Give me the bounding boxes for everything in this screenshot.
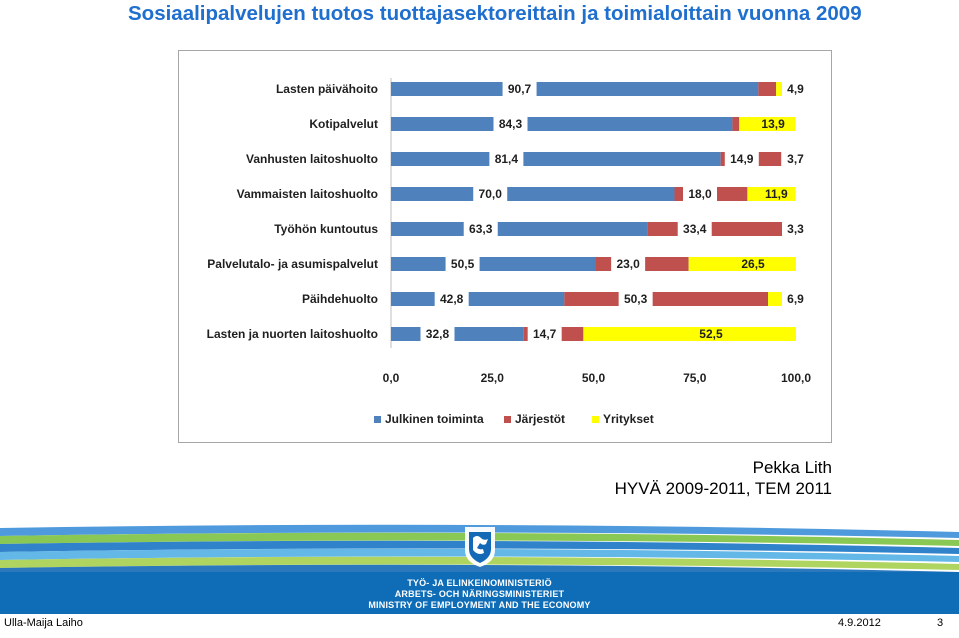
category-label-3: Vammaisten laitoshuolto [237,187,378,201]
bar-0-5 [391,257,596,271]
bar-1-6 [564,292,769,306]
value-label-0-0: 90,7 [508,82,532,96]
value-label-1-3: 18,0 [688,187,712,201]
legend-swatch-1 [504,416,511,423]
value-label-bg-1-2 [724,151,759,167]
value-label-0-3: 70,0 [479,187,503,201]
bar-2-7 [583,327,797,341]
bar-2-3 [747,187,796,201]
bar-1-4 [647,222,783,236]
bar-0-6 [391,292,565,306]
value-label-bg-2-4 [782,221,809,237]
ministry-name-en: MINISTRY OF EMPLOYMENT AND THE ECONOMY [368,600,591,610]
footer-blue-band [0,572,959,614]
value-label-bg-2-2 [782,151,809,167]
value-label-bg-0-4 [463,221,498,237]
value-label-2-0: 4,9 [787,82,804,96]
category-label-6: Päihdehuolto [302,292,378,306]
value-label-2-4: 3,3 [787,222,804,236]
value-label-bg-0-2 [489,151,524,167]
category-label-0: Lasten päivähoito [276,82,378,96]
value-label-2-2: 3,7 [787,152,804,166]
x-tick-label-1: 25,0 [481,371,505,385]
bar-0-0 [391,82,759,96]
legend-label-0: Julkinen toiminta [385,412,484,426]
x-tick-label-0: 0,0 [383,371,400,385]
footer-page-number: 3 [937,617,944,629]
category-label-7: Lasten ja nuorten laitoshuolto [207,327,378,341]
slide-title: Sosiaalipalvelujen tuotos tuottajasektor… [128,2,862,25]
value-label-2-7: 52,5 [699,327,723,341]
ministry-name-sv: ARBETS- OCH NÄRINGSMINISTERIET [394,589,565,599]
value-label-1-4: 33,4 [683,222,707,236]
credit-author: Pekka Lith [752,458,832,477]
bar-0-7 [391,327,524,341]
bar-0-1 [391,117,733,131]
bar-2-5 [688,257,796,271]
value-label-bg-2-6 [782,291,809,307]
legend-swatch-0 [374,416,381,423]
bar-0-3 [391,187,675,201]
value-label-1-6: 50,3 [624,292,648,306]
value-label-bg-0-6 [434,291,469,307]
category-label-1: Kotipalvelut [309,117,378,131]
value-label-1-5: 23,0 [616,257,640,271]
value-label-bg-2-0 [782,81,809,97]
value-label-bg-1-4 [677,221,712,237]
bar-0-4 [391,222,648,236]
category-label-5: Palvelutalo- ja asumispalvelut [207,257,378,271]
value-label-2-6: 6,9 [787,292,804,306]
stacked-bar-chart: Lasten päivähoito90,74,44,9Kotipalvelut8… [207,78,811,426]
x-tick-label-4: 100,0 [781,371,811,385]
value-label-0-7: 32,8 [426,327,450,341]
ministry-name-block: TYÖ- JA ELINKEINOMINISTERIÖ ARBETS- OCH … [0,578,959,611]
value-label-bg-1-3 [683,186,718,202]
bar-1-0 [758,82,777,96]
credit-source: HYVÄ 2009-2011, TEM 2011 [614,479,832,498]
value-label-bg-1-5 [611,256,646,272]
credit-block: Pekka Lith HYVÄ 2009-2011, TEM 2011 [615,457,832,499]
value-label-2-5: 26,5 [741,257,765,271]
value-label-2-3: 11,9 [765,187,788,201]
value-label-0-4: 63,3 [469,222,493,236]
value-label-0-2: 81,4 [495,152,519,166]
legend-label-1: Järjestöt [515,412,565,426]
footer-date: 4.9.2012 [838,617,881,629]
finnish-lion-emblem [465,527,495,567]
value-label-2-1: 13,9 [761,117,785,131]
bar-1-1 [732,117,740,131]
legend-swatch-2 [592,416,599,423]
value-label-1-2: 14,9 [730,152,754,166]
value-label-bg-0-3 [473,186,508,202]
x-tick-label-2: 50,0 [582,371,606,385]
value-label-bg-0-7 [420,326,455,342]
value-label-0-1: 84,3 [499,117,523,131]
footer-author: Ulla-Maija Laiho [4,617,83,629]
bar-0-2 [391,152,721,166]
legend-label-2: Yritykset [603,412,654,426]
category-label-2: Vanhusten laitoshuolto [246,152,378,166]
value-label-bg-0-5 [445,256,480,272]
value-label-1-7: 14,7 [533,327,557,341]
bar-2-1 [739,117,796,131]
value-label-bg-0-0 [502,81,537,97]
value-label-0-6: 42,8 [440,292,464,306]
category-label-4: Työhön kuntoutus [274,222,378,236]
footer-stripe-5 [0,564,959,578]
value-label-bg-0-1 [493,116,528,132]
value-label-bg-1-6 [618,291,653,307]
x-tick-label-3: 75,0 [683,371,707,385]
ministry-name-fi: TYÖ- JA ELINKEINOMINISTERIÖ [407,578,552,588]
footer-white-strip [0,614,959,638]
value-label-bg-1-7 [527,326,562,342]
chart-frame: Lasten päivähoito90,74,44,9Kotipalvelut8… [178,50,832,443]
value-label-0-5: 50,5 [451,257,475,271]
